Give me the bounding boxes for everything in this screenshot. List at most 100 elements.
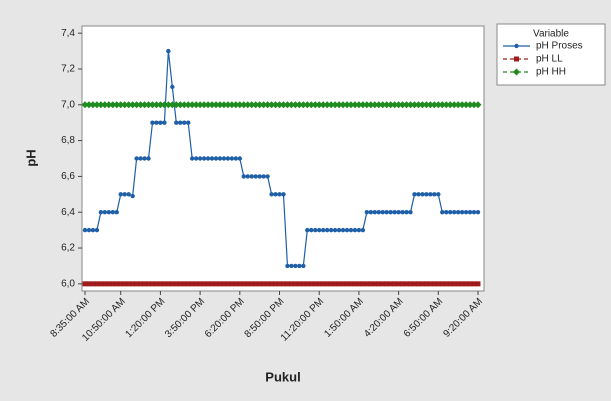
point bbox=[407, 101, 415, 109]
point bbox=[352, 227, 358, 233]
point bbox=[403, 101, 411, 109]
point bbox=[305, 227, 310, 233]
point bbox=[344, 281, 350, 287]
point bbox=[343, 101, 351, 109]
point bbox=[237, 156, 243, 161]
point bbox=[297, 263, 302, 269]
point bbox=[220, 101, 228, 109]
point bbox=[188, 101, 196, 109]
point bbox=[400, 210, 405, 215]
point bbox=[228, 101, 236, 109]
point bbox=[442, 101, 450, 109]
point bbox=[410, 101, 418, 109]
point bbox=[197, 156, 203, 161]
point bbox=[244, 101, 252, 109]
point bbox=[392, 281, 398, 287]
x-axis-label: Pukul bbox=[265, 369, 300, 384]
point bbox=[356, 281, 362, 287]
point bbox=[184, 101, 192, 109]
point bbox=[368, 210, 374, 215]
point bbox=[332, 227, 338, 233]
point bbox=[352, 281, 358, 287]
point bbox=[152, 101, 160, 109]
point bbox=[165, 281, 171, 287]
point bbox=[241, 281, 247, 287]
point bbox=[193, 281, 199, 287]
point bbox=[217, 156, 223, 161]
point bbox=[82, 227, 88, 233]
point bbox=[129, 101, 137, 109]
y-tick-label: 6,2 bbox=[61, 243, 75, 254]
point bbox=[186, 120, 191, 125]
point bbox=[148, 101, 156, 109]
point bbox=[122, 281, 128, 287]
x-tick-label: 4:20:00 AM bbox=[362, 296, 406, 340]
point bbox=[363, 101, 371, 109]
point bbox=[232, 101, 240, 109]
point bbox=[265, 174, 270, 179]
point bbox=[462, 101, 470, 109]
point bbox=[348, 281, 354, 287]
point bbox=[450, 101, 458, 109]
point bbox=[395, 101, 403, 109]
point bbox=[106, 281, 112, 287]
point bbox=[150, 120, 155, 125]
point bbox=[376, 281, 382, 287]
point bbox=[419, 281, 425, 287]
point bbox=[447, 281, 453, 287]
point bbox=[434, 101, 442, 109]
point bbox=[110, 210, 115, 215]
point bbox=[454, 101, 462, 109]
point bbox=[217, 281, 223, 287]
point bbox=[332, 281, 338, 287]
point bbox=[424, 192, 429, 197]
point bbox=[293, 263, 298, 269]
point bbox=[444, 210, 449, 215]
point bbox=[364, 281, 370, 287]
y-tick-label: 6,4 bbox=[61, 207, 75, 218]
point bbox=[160, 101, 168, 109]
point bbox=[154, 120, 159, 125]
point bbox=[105, 101, 113, 109]
legend-title: Variable bbox=[533, 29, 569, 40]
point bbox=[348, 227, 354, 233]
point bbox=[336, 281, 342, 287]
point bbox=[431, 281, 437, 287]
point bbox=[205, 156, 211, 161]
point bbox=[142, 281, 148, 287]
point bbox=[423, 281, 429, 287]
point bbox=[443, 281, 449, 287]
point bbox=[427, 281, 433, 287]
point bbox=[467, 281, 473, 287]
point bbox=[208, 101, 216, 109]
x-tick-label: 9:20:00 AM bbox=[441, 296, 485, 340]
point bbox=[166, 48, 171, 54]
point bbox=[384, 281, 390, 287]
point bbox=[201, 281, 207, 287]
x-tick-label: 6:20:00 PM bbox=[203, 296, 247, 340]
point bbox=[316, 281, 322, 287]
x-tick-label: 1:20:00 PM bbox=[123, 296, 167, 340]
point bbox=[474, 101, 482, 109]
point bbox=[279, 101, 287, 109]
point bbox=[252, 101, 260, 109]
point bbox=[475, 281, 481, 287]
point bbox=[400, 281, 406, 287]
point bbox=[463, 281, 469, 287]
point bbox=[391, 101, 399, 109]
point bbox=[256, 101, 264, 109]
point bbox=[114, 281, 120, 287]
point bbox=[311, 101, 319, 109]
point bbox=[277, 281, 283, 287]
point bbox=[178, 120, 183, 125]
point bbox=[197, 281, 203, 287]
point bbox=[387, 101, 395, 109]
point bbox=[168, 101, 176, 109]
point bbox=[299, 101, 307, 109]
point bbox=[86, 281, 92, 287]
point bbox=[162, 120, 167, 125]
point bbox=[281, 192, 286, 197]
point bbox=[261, 281, 267, 287]
point bbox=[388, 281, 394, 287]
point bbox=[249, 174, 254, 179]
